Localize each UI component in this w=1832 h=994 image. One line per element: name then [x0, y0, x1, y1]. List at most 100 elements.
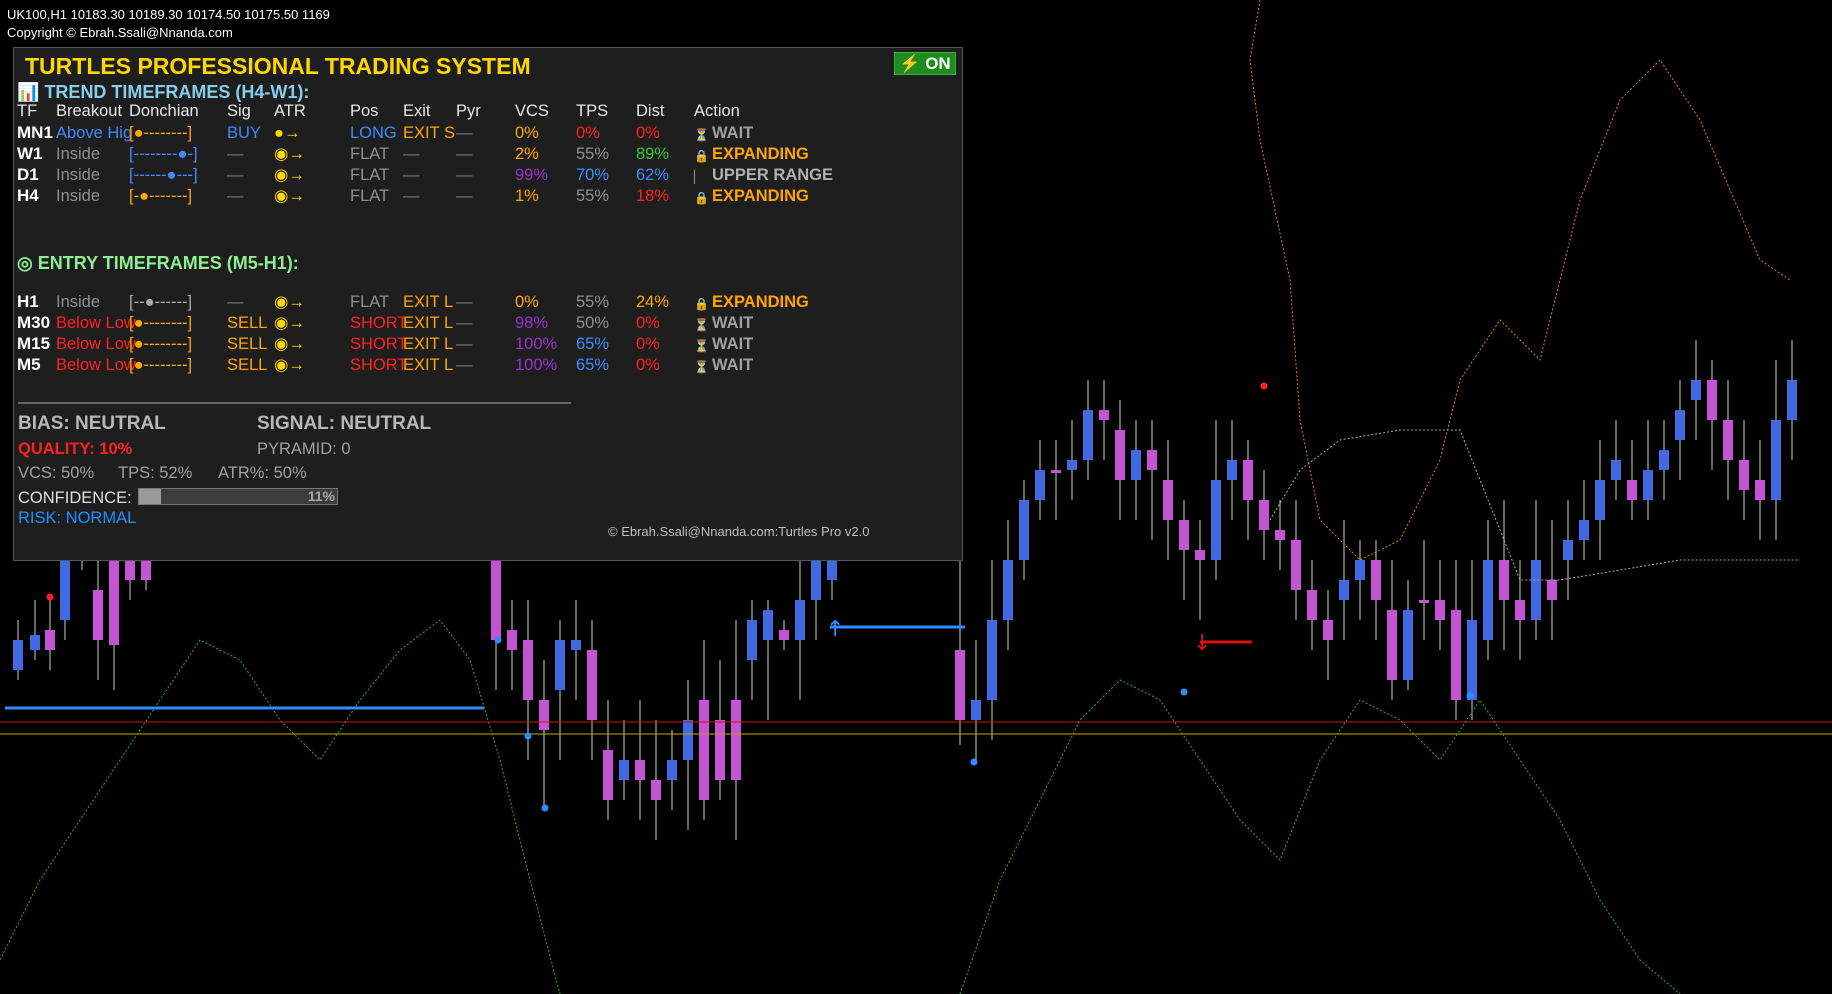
- candle-body: [1131, 450, 1141, 480]
- lightning-icon: ⚡: [899, 54, 921, 73]
- target-icon: ◎: [17, 253, 33, 273]
- cell-atr: ◉→: [274, 145, 305, 163]
- cell-exit: —: [403, 166, 420, 184]
- candle-body: [1067, 460, 1077, 470]
- signal-dot: [494, 636, 502, 644]
- hourglass-icon: ⏳: [694, 360, 709, 374]
- signal-dot: [1180, 688, 1188, 696]
- candle-body: [1019, 500, 1029, 560]
- candle-body: [45, 630, 55, 650]
- cell-vcs: 100%: [515, 335, 558, 353]
- action-text: WAIT: [712, 314, 754, 332]
- confidence-label: CONFIDENCE:: [18, 489, 132, 507]
- cell-vcs: 0%: [515, 293, 539, 311]
- divider: [18, 402, 571, 404]
- cell-tf: M15: [17, 334, 51, 353]
- cell-breakout: Inside: [56, 145, 101, 163]
- cell-atr: ◉→: [274, 293, 305, 311]
- hourglass-icon: ⏳: [694, 318, 709, 332]
- cell-vcs: 98%: [515, 314, 549, 332]
- column-header: Pos: [350, 102, 379, 120]
- cell-sig: SELL: [227, 335, 268, 353]
- candle-body: [1451, 610, 1461, 700]
- candle-body: [1467, 620, 1477, 700]
- candle-body: [1099, 410, 1109, 420]
- candle-body: [1675, 410, 1685, 440]
- cell-pyr: —: [456, 166, 473, 184]
- candle-body: [971, 700, 981, 720]
- cell-tf: D1: [17, 165, 39, 184]
- action-text: EXPANDING: [712, 187, 809, 205]
- cell-sig: —: [227, 166, 244, 184]
- lock-icon: 🔒: [694, 191, 709, 205]
- cell-vcs: 2%: [515, 145, 539, 163]
- cell-atr: ◉→: [274, 166, 305, 184]
- candle-body: [125, 560, 135, 580]
- tps-stat: TPS: 52%: [118, 464, 193, 482]
- cell-pyr: —: [456, 314, 473, 332]
- entry-section-header: ◎ ENTRY TIMEFRAMES (M5-H1):: [17, 253, 299, 273]
- candle-body: [811, 560, 821, 600]
- column-header: Sig: [227, 102, 251, 120]
- cell-exit: —: [403, 187, 420, 205]
- candle-body: [795, 600, 805, 640]
- cell-tf: H4: [17, 186, 39, 205]
- confidence-percent: 11%: [307, 488, 335, 504]
- candle-body: [619, 760, 629, 780]
- atr-stat: ATR%: 50%: [218, 464, 307, 482]
- cell-donchian: [--●------]: [129, 293, 193, 311]
- cell-tf: H1: [17, 292, 39, 311]
- cell-breakout: Above Hig: [56, 124, 133, 142]
- cell-tps: 0%: [576, 124, 600, 142]
- cell-tps: 55%: [576, 145, 610, 163]
- candle-body: [779, 630, 789, 640]
- candle-body: [1579, 520, 1589, 540]
- hourglass-icon: ⏳: [694, 339, 709, 353]
- cell-donchian: [●--------]: [129, 356, 193, 374]
- cell-sig: BUY: [227, 124, 261, 142]
- candle-body: [1499, 560, 1509, 600]
- candle-body: [1291, 540, 1301, 590]
- candle-body: [1163, 480, 1173, 520]
- cell-vcs: 1%: [515, 187, 539, 205]
- candle-body: [141, 560, 151, 580]
- candle-body: [1035, 470, 1045, 500]
- cell-atr: ◉→: [274, 356, 305, 374]
- lock-icon: 🔒: [694, 297, 709, 311]
- cell-pos: SHORT: [350, 335, 408, 353]
- symbol-quote-line: UK100,H1 10183.30 10189.30 10174.50 1017…: [7, 7, 330, 22]
- donchian-line-grey: [1269, 429, 1800, 581]
- cell-donchian: [------●---]: [129, 166, 198, 184]
- candle-body: [1611, 460, 1621, 480]
- confidence-bar: 11%: [138, 488, 338, 505]
- action-text: EXPANDING: [712, 293, 809, 311]
- cell-atr: ◉→: [274, 335, 305, 353]
- cell-breakout: Inside: [56, 187, 101, 205]
- cell-breakout: Inside: [56, 166, 101, 184]
- candle-body: [603, 750, 613, 800]
- candle-body: [93, 590, 103, 640]
- candle-body: [1179, 520, 1189, 550]
- cell-tf: M5: [17, 355, 41, 374]
- candle-body: [763, 610, 773, 640]
- turtles-dashboard-panel: TURTLES PROFESSIONAL TRADING SYSTEM ⚡ ON…: [13, 47, 963, 561]
- candle-body: [955, 650, 965, 720]
- on-label: ON: [925, 54, 951, 73]
- candle-body: [1419, 600, 1429, 603]
- cell-pyr: —: [456, 145, 473, 163]
- cell-pyr: —: [456, 356, 473, 374]
- column-header: Exit: [403, 102, 431, 120]
- candle-body: [1307, 590, 1317, 620]
- candle-body: [1755, 480, 1765, 500]
- candle-body: [539, 700, 549, 730]
- candle-body: [1051, 470, 1061, 473]
- candle-body: [1563, 540, 1573, 560]
- entry-header-label: ENTRY TIMEFRAMES (M5-H1):: [37, 253, 299, 273]
- cell-tps: 65%: [576, 356, 610, 374]
- cell-donchian: [●--------]: [129, 314, 193, 332]
- risk-text: RISK: NORMAL: [18, 509, 137, 527]
- on-toggle-button[interactable]: ⚡ ON: [894, 52, 956, 75]
- action-text: UPPER RANGE: [712, 166, 834, 184]
- cell-pos: FLAT: [350, 145, 390, 163]
